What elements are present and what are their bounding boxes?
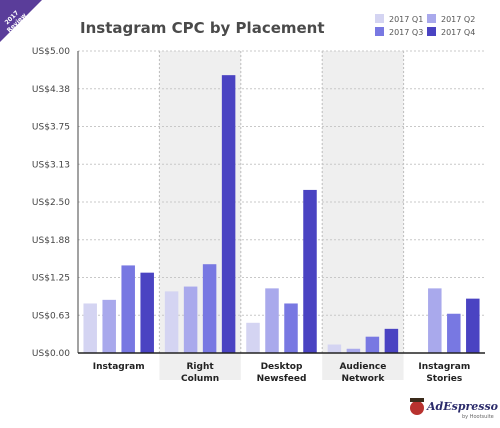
x-tick-label: Desktop [261, 362, 303, 372]
x-tick-label: Right [187, 362, 215, 372]
y-tick-label: US$2.50 [32, 198, 70, 208]
mascot-icon [410, 401, 424, 415]
bar [327, 344, 342, 353]
bar [284, 303, 298, 353]
shaded-column [322, 51, 404, 380]
bar [428, 288, 442, 353]
chart-title: Instagram CPC by Placement [80, 19, 325, 37]
bars [83, 75, 480, 353]
bar [83, 303, 97, 353]
x-tick-label: Column [181, 374, 219, 384]
x-tick-label: Network [341, 374, 385, 384]
y-tick-label: US$3.75 [32, 123, 70, 133]
legend-swatch [375, 27, 384, 36]
bar [202, 264, 217, 353]
y-tick-label: US$0.63 [32, 311, 70, 321]
bar [384, 328, 399, 353]
legend-label: 2017 Q1 [389, 15, 423, 24]
y-tick-label: US$5.00 [32, 47, 70, 57]
x-tick-label: Instagram [418, 362, 470, 372]
bar [221, 75, 236, 353]
mascot-hat-icon [410, 398, 424, 402]
bar [265, 288, 279, 353]
grid-lines [78, 50, 485, 316]
bar [164, 291, 179, 353]
x-tick-label: Newsfeed [257, 374, 307, 384]
y-tick-label: US$1.88 [32, 236, 70, 246]
brand-logo: AdEspresso by Hootsuite [410, 398, 498, 420]
x-tick-label: Audience [339, 362, 386, 372]
bar [140, 272, 154, 353]
brand-sub: by Hootsuite [462, 414, 494, 420]
x-axis: Instagram Right Column Desktop Newsfeed Audie… [78, 352, 485, 384]
legend-label: 2017 Q3 [389, 28, 423, 37]
legend-label: 2017 Q2 [441, 15, 475, 24]
legend: 2017 Q1 2017 Q2 2017 Q3 2017 Q4 [375, 14, 475, 37]
bar [102, 299, 116, 353]
bar [246, 322, 260, 353]
x-tick-label: Instagram [93, 362, 145, 372]
bar [183, 286, 198, 353]
y-tick-label: US$1.25 [32, 274, 70, 284]
legend-swatch [375, 14, 384, 23]
legend-swatch [427, 27, 436, 36]
y-tick-label: US$4.38 [32, 85, 70, 95]
bar [121, 265, 135, 353]
y-axis: US$0.00 US$0.63 US$1.25 US$1.88 US$2.50 US$3.… [32, 47, 79, 359]
legend-swatch [427, 14, 436, 23]
bar [447, 313, 461, 353]
year-badge: 2017 Review [0, 0, 42, 42]
bar [303, 189, 317, 353]
bar [466, 298, 480, 353]
badge-triangle [0, 0, 42, 42]
y-tick-label: US$0.00 [32, 349, 70, 359]
bar [346, 348, 361, 353]
brand-name: AdEspresso [426, 400, 498, 413]
y-tick-label: US$3.13 [32, 160, 70, 170]
x-tick-label: Stories [426, 374, 462, 384]
bar [365, 336, 380, 353]
legend-label: 2017 Q4 [441, 28, 475, 37]
